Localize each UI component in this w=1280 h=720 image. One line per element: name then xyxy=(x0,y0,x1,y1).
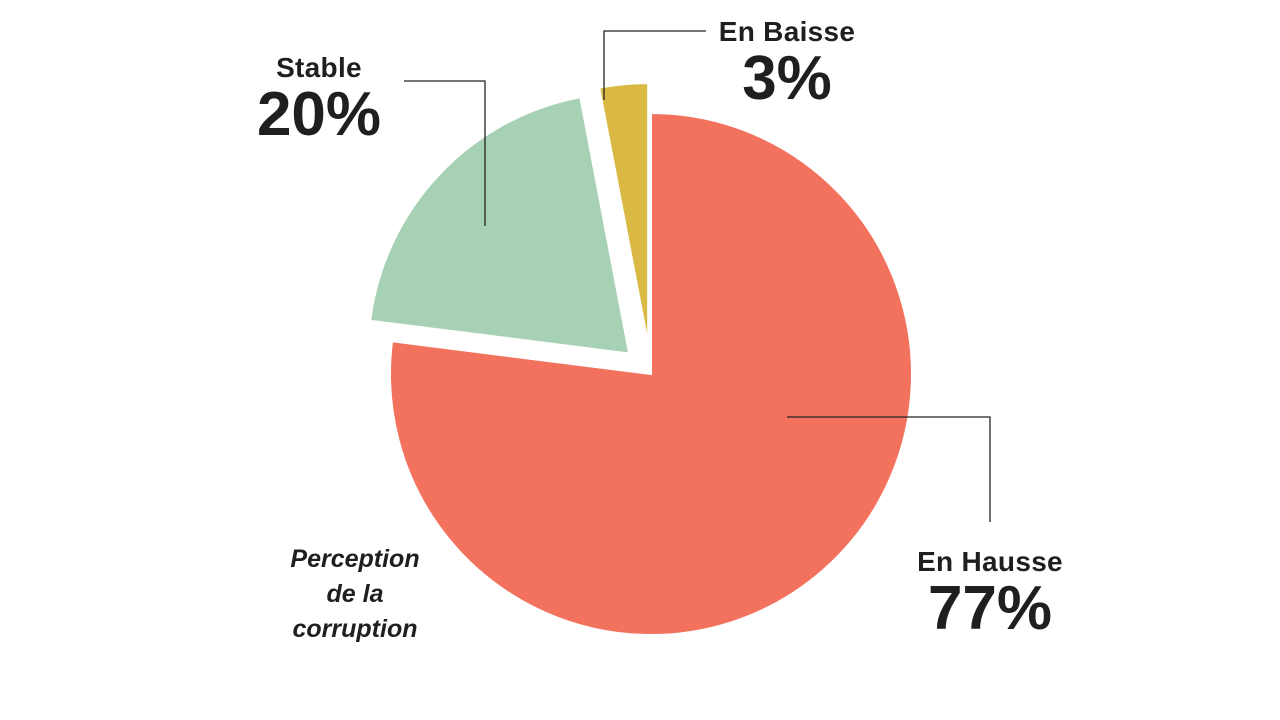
pie-slice-en-baisse xyxy=(598,82,650,345)
pie-slices xyxy=(369,82,913,636)
slice-label-en-baisse: En Baisse 3% xyxy=(712,18,862,110)
leader-line-en-hausse xyxy=(787,416,991,522)
pie-slice-stable xyxy=(369,95,631,355)
leader-line-stable xyxy=(404,80,486,226)
slice-label-stable: Stable 20% xyxy=(244,54,394,146)
slice-value-en-hausse: 77% xyxy=(927,574,1053,643)
chart-title-line-2: de la xyxy=(326,580,384,608)
slice-value-en-baisse: 3% xyxy=(742,44,832,113)
slice-name-en-hausse: En Hausse xyxy=(917,546,1063,577)
chart-title-line-3: corruption xyxy=(292,615,418,643)
slice-label-en-hausse: En Hausse 77% xyxy=(900,548,1080,640)
slice-value-stable: 20% xyxy=(256,80,382,149)
chart-title: Perception de la corruption xyxy=(270,542,440,647)
slice-name-en-baisse: En Baisse xyxy=(718,16,856,47)
leader-line-en-baisse xyxy=(603,30,706,100)
slice-name-stable: Stable xyxy=(276,52,362,83)
chart-title-line-1: Perception xyxy=(290,545,420,573)
leader-lines xyxy=(404,30,991,522)
pie-slice-en-hausse xyxy=(389,111,913,636)
